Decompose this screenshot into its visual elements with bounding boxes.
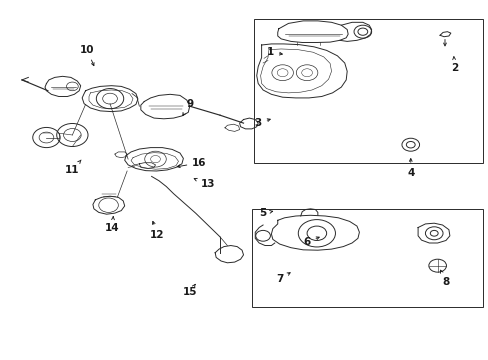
Text: 1: 1	[266, 47, 282, 57]
Text: 15: 15	[182, 284, 197, 297]
Text: 2: 2	[450, 57, 457, 73]
Text: 9: 9	[183, 99, 193, 116]
Text: 8: 8	[440, 270, 448, 287]
Text: 13: 13	[194, 179, 215, 189]
Text: 14: 14	[105, 217, 120, 233]
Text: 7: 7	[275, 273, 289, 284]
Text: 16: 16	[177, 158, 206, 168]
Text: 4: 4	[406, 159, 414, 178]
Text: 11: 11	[65, 160, 81, 175]
Text: 3: 3	[254, 118, 270, 128]
Text: 5: 5	[259, 208, 272, 218]
Text: 12: 12	[150, 221, 164, 240]
Text: 6: 6	[303, 237, 319, 247]
Bar	[252, 209, 482, 307]
Text: 10: 10	[80, 45, 94, 66]
Bar	[254, 19, 482, 163]
